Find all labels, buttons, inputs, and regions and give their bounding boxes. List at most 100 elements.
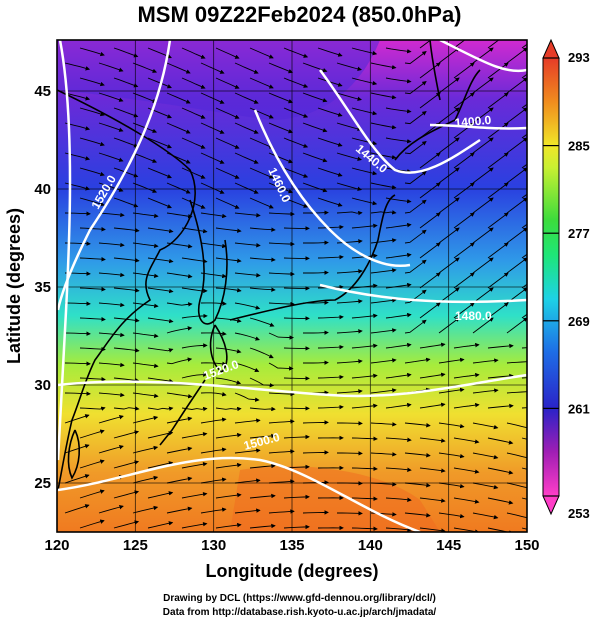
streamline: [419, 467, 446, 473]
streamline: [113, 137, 139, 148]
contour-line-1480: [319, 283, 527, 304]
streamline: [181, 227, 208, 234]
colorbar-tick-label: 261: [568, 401, 590, 416]
streamline: [132, 92, 158, 103]
streamline: [200, 122, 225, 134]
streamline: [404, 229, 427, 244]
streamline: [303, 300, 329, 305]
streamline: [132, 152, 158, 163]
streamline: [506, 512, 527, 519]
streamline: [385, 372, 412, 379]
colorbar-min-triangle: [542, 495, 560, 516]
streamline: [336, 182, 362, 192]
streamline: [181, 491, 208, 499]
streamline: [302, 480, 329, 485]
streamline: [453, 62, 475, 79]
streamline: [404, 171, 427, 185]
streamline: [98, 122, 124, 132]
streamline: [521, 253, 527, 259]
streamline: [268, 332, 294, 340]
streamline: [370, 268, 397, 274]
streamline: [472, 317, 494, 334]
streamline: [472, 77, 494, 94]
latitude-tick-label: 25: [34, 475, 51, 492]
streamline: [438, 47, 460, 64]
streamline: [521, 347, 527, 349]
streamline: [336, 269, 363, 274]
colorbar-tick-label: 285: [568, 139, 590, 154]
streamline: [147, 431, 174, 439]
streamline: [64, 62, 91, 71]
streamline: [283, 167, 309, 178]
streamline: [215, 197, 240, 209]
streamline: [79, 406, 106, 411]
colorbar-tick-label: 293: [568, 50, 590, 65]
streamline: [234, 152, 259, 164]
streamline: [438, 197, 460, 214]
streamline: [472, 107, 494, 124]
streamline: [370, 62, 397, 70]
streamline: [166, 302, 193, 307]
streamline: [317, 404, 344, 410]
streamline: [200, 272, 227, 279]
streamline: [132, 332, 159, 339]
streamline: [336, 152, 362, 162]
streamline: [132, 62, 158, 73]
streamline: [64, 391, 91, 396]
contour-label: 1480.0: [455, 309, 492, 323]
longitude-tick-label: 140: [358, 537, 383, 554]
streamline: [147, 491, 174, 499]
streamline: [166, 182, 191, 194]
streamline: [132, 242, 159, 249]
streamline: [166, 506, 193, 514]
streamline: [404, 357, 431, 364]
streamline: [506, 361, 527, 364]
streamline: [200, 92, 225, 104]
streamline: [166, 446, 193, 454]
streamline: [351, 223, 378, 229]
streamline: [200, 242, 227, 249]
streamline: [166, 62, 191, 74]
streamline: [147, 257, 174, 264]
streamline: [404, 51, 427, 65]
streamline: [487, 373, 514, 379]
streamline: [283, 494, 310, 500]
streamline: [404, 452, 431, 458]
streamline: [317, 224, 344, 230]
streamline: [521, 313, 527, 319]
streamline: [419, 302, 441, 319]
streamline: [215, 167, 240, 179]
streamline: [487, 122, 509, 139]
streamline: [506, 197, 527, 214]
streamline: [303, 360, 329, 365]
streamline: [79, 107, 105, 117]
streamline: [268, 92, 294, 104]
streamline: [113, 460, 140, 469]
streamline: [64, 301, 91, 306]
streamline: [336, 122, 362, 132]
streamline: [453, 437, 480, 444]
streamline: [385, 342, 412, 349]
streamline: [351, 403, 378, 409]
streamline: [487, 343, 514, 349]
streamline: [268, 152, 294, 164]
streamline: [302, 420, 329, 425]
streamline: [506, 137, 527, 154]
streamline: [472, 167, 494, 184]
streamline: [79, 137, 105, 147]
streamline: [181, 167, 206, 179]
streamline: [215, 377, 242, 385]
streamline: [147, 461, 174, 469]
streamline: [370, 422, 397, 427]
coastlines: [57, 40, 481, 491]
streamline: [453, 182, 475, 199]
streamline: [472, 47, 494, 64]
streamline: [404, 422, 431, 428]
credit-data: Data from http://database.rish.kyoto-u.a…: [162, 607, 437, 618]
streamline: [472, 388, 499, 394]
asian-mainland-coast: [57, 89, 196, 491]
streamline: [337, 421, 363, 426]
streamline: [370, 482, 397, 487]
streamline: [521, 163, 527, 169]
streamline: [302, 182, 328, 193]
